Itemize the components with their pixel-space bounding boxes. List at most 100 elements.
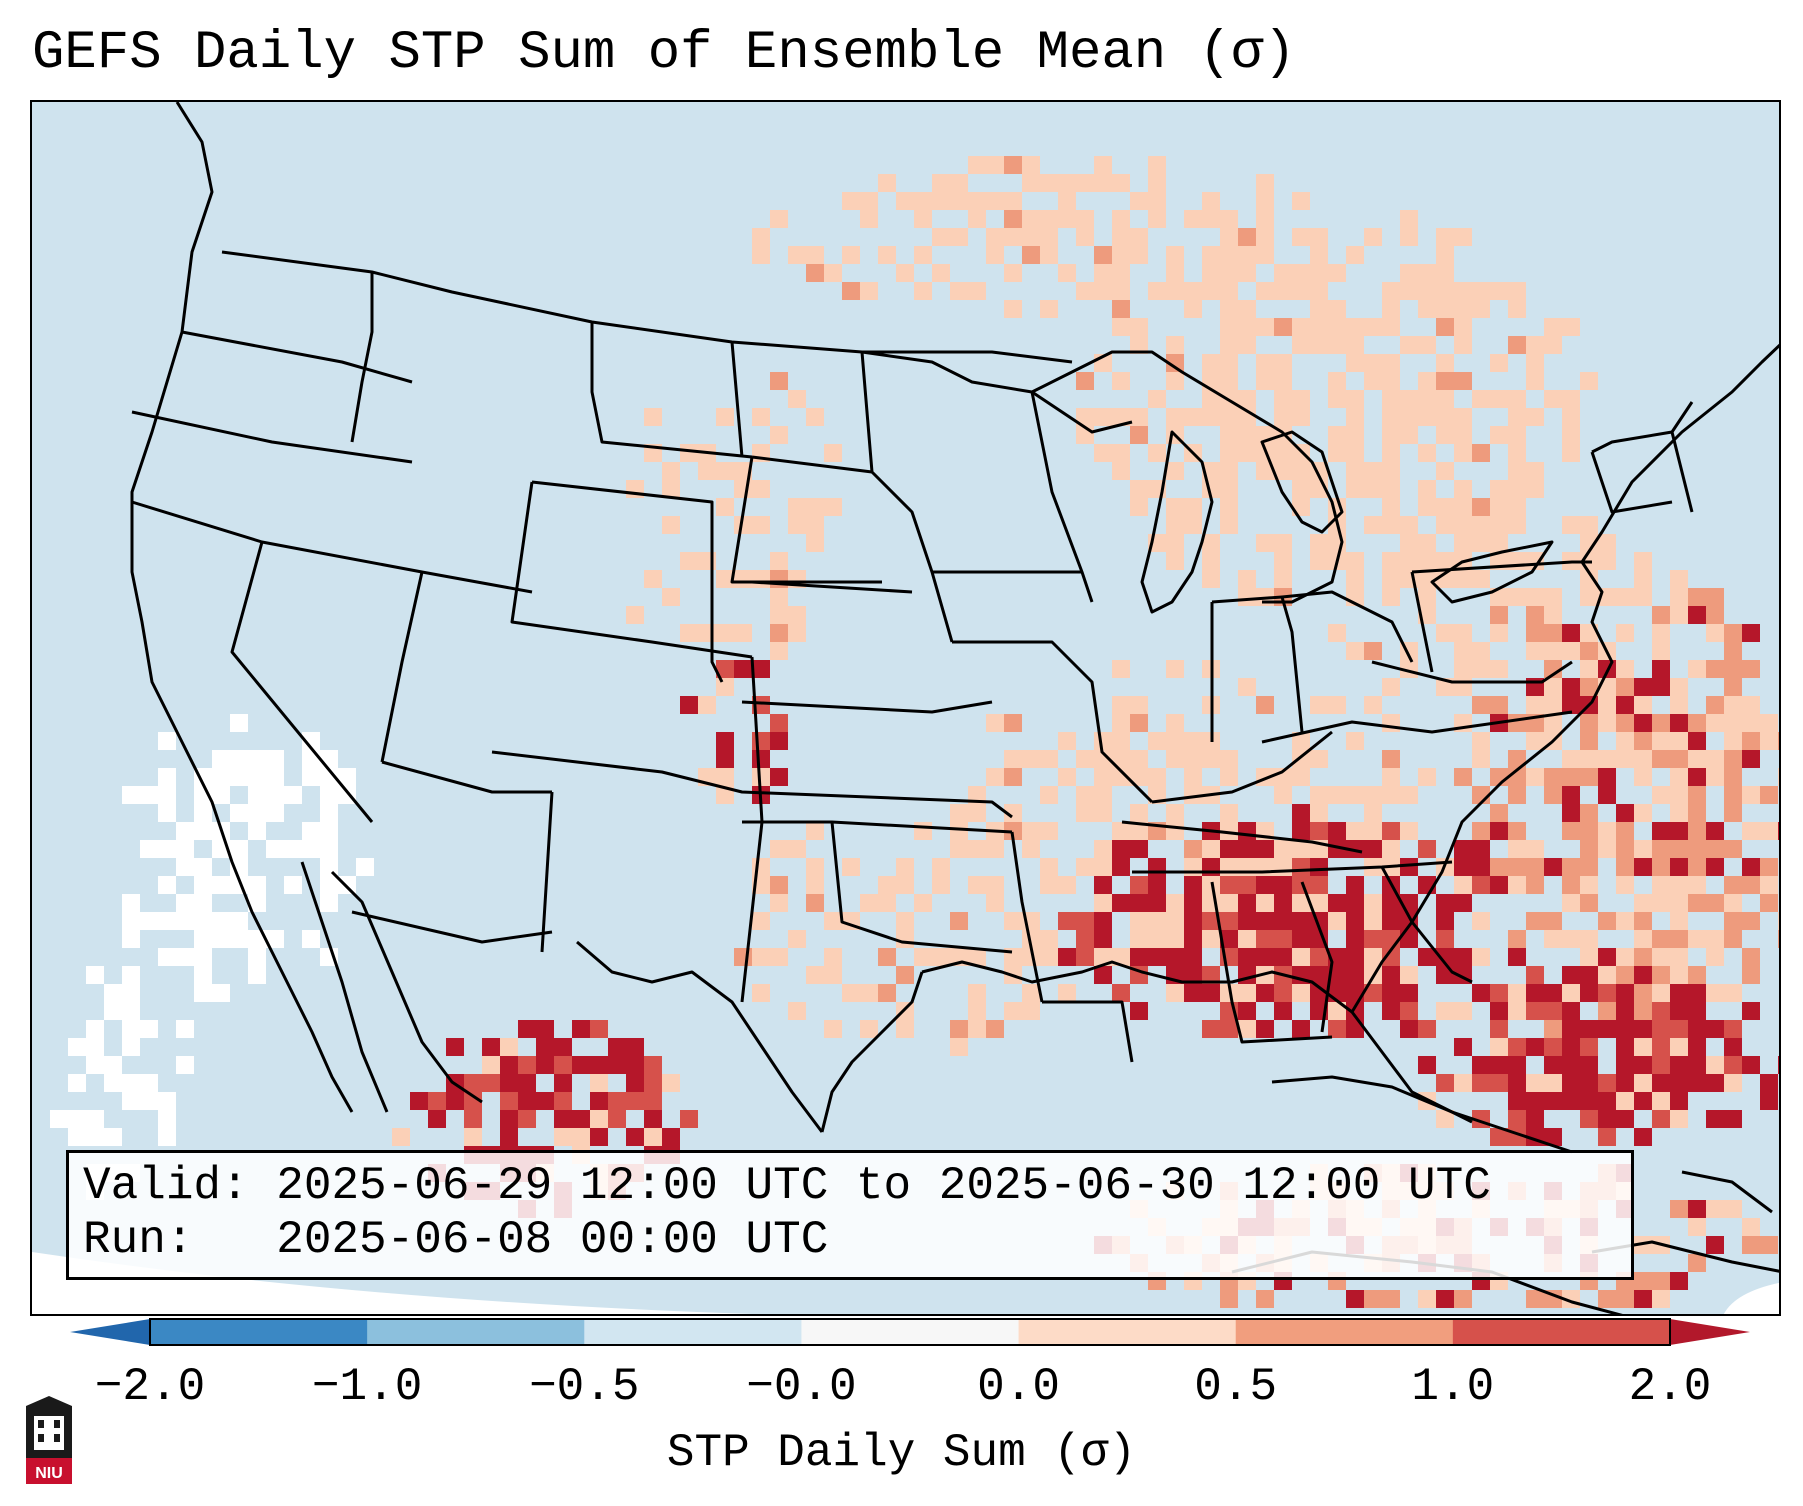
stp-cell [986,228,1004,246]
stp-cell [1472,1074,1490,1092]
stp-cell [1292,984,1310,1002]
stp-cell [1004,264,1022,282]
stp-cell [1184,300,1202,318]
stp-cell [158,912,176,930]
stp-cell [1400,516,1418,534]
stp-cell [1418,372,1436,390]
stp-cell [1580,1020,1598,1038]
stp-cell [1256,246,1274,264]
stp-cell [1238,444,1256,462]
stp-cell [1274,570,1292,588]
stp-cell [248,750,266,768]
colorbar-tick-label: 2.0 [1628,1361,1712,1413]
stp-cell [1112,300,1130,318]
stp-cell [1616,912,1634,930]
stp-cell [1274,264,1292,282]
stp-cell [1508,840,1526,858]
stp-cell [1562,786,1580,804]
stp-cell [122,1038,140,1056]
stp-cell [158,804,176,822]
stp-cell [1184,966,1202,984]
stp-cell [1328,426,1346,444]
stp-cell [1166,714,1184,732]
stp-cell [140,912,158,930]
stp-cell [122,1020,140,1038]
stp-cell [1472,948,1490,966]
stp-cell [1670,1272,1688,1290]
stp-cell [698,462,716,480]
stp-cell [1112,768,1130,786]
stp-cell [1634,1020,1652,1038]
stp-cell [1076,750,1094,768]
stp-cell [1562,894,1580,912]
stp-cell [1238,930,1256,948]
stp-cell [1220,498,1238,516]
stp-cell [1166,264,1184,282]
stp-cell [1454,516,1472,534]
stp-cell [1292,480,1310,498]
stp-cell [770,210,788,228]
stp-cell [1040,786,1058,804]
stp-cell [1130,840,1148,858]
stp-cell [1202,966,1220,984]
stp-cell [608,1092,626,1110]
stp-cell [1328,624,1346,642]
stp-cell [1526,1002,1544,1020]
stp-cell [1166,912,1184,930]
stp-cell [1274,444,1292,462]
stp-cell [1112,948,1130,966]
stp-cell [1130,1002,1148,1020]
stp-cell [716,678,734,696]
stp-cell [500,1038,518,1056]
stp-cell [1580,948,1598,966]
stp-cell [1184,210,1202,228]
stp-cell [716,750,734,768]
stp-cell [1220,462,1238,480]
stp-cell [1724,930,1742,948]
stp-cell [1022,246,1040,264]
stp-cell [1436,966,1454,984]
stp-cell [968,192,986,210]
stp-cell [104,984,122,1002]
stp-cell [1256,948,1274,966]
stp-cell [626,1128,644,1146]
stp-cell [1454,426,1472,444]
stp-cell [1130,822,1148,840]
stp-cell [1094,732,1112,750]
stp-cell [1472,876,1490,894]
stp-cell [1148,444,1166,462]
stp-cell [1274,552,1292,570]
stp-cell [1652,642,1670,660]
stp-cell [680,444,698,462]
stp-cell [1598,786,1616,804]
stp-cell [896,930,914,948]
stp-cell [1652,840,1670,858]
stp-cell [1094,876,1112,894]
stp-cell [176,840,194,858]
stp-cell [194,912,212,930]
stp-cell [140,1074,158,1092]
stp-cell [1382,480,1400,498]
stp-cell [1670,876,1688,894]
stp-cell [1454,1074,1472,1092]
stp-cell [1742,786,1760,804]
stp-cell [1454,408,1472,426]
stp-cell [1544,930,1562,948]
stp-cell [1256,1290,1274,1308]
stp-cell [1382,390,1400,408]
stp-cell [680,1110,698,1128]
stp-cell [788,516,806,534]
stp-cell [1562,1074,1580,1092]
stp-cell [1382,516,1400,534]
stp-cell [158,948,176,966]
stp-cell [1382,282,1400,300]
stp-cell [1724,660,1742,678]
stp-cell [1364,228,1382,246]
stp-cell [1076,372,1094,390]
stp-cell [68,1074,86,1092]
stp-cell [752,750,770,768]
stp-cell [770,840,788,858]
stp-cell [968,156,986,174]
stp-cell [122,894,140,912]
stp-cell [1130,426,1148,444]
